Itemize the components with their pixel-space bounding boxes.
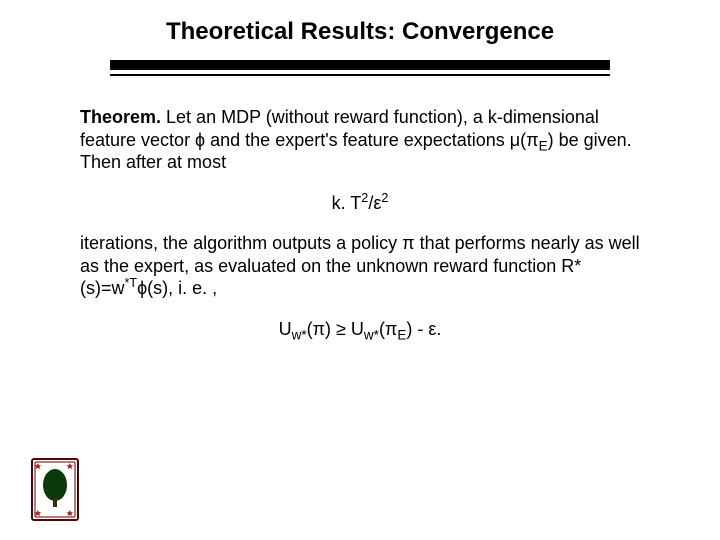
math-inequality: Uw*(π) ≥ Uw*(πE) - ε. xyxy=(80,300,640,359)
rule-thick xyxy=(110,60,610,70)
sup-starT: *T xyxy=(125,276,138,290)
math-kt: k. T xyxy=(332,193,362,213)
eq-pi-e-open: (π xyxy=(379,319,397,339)
slide: Theoretical Results: Convergence Theorem… xyxy=(0,0,720,540)
eq-u1: U xyxy=(279,319,292,339)
math-sup-2: 2 xyxy=(381,191,388,205)
page-title: Theoretical Results: Convergence xyxy=(0,0,720,46)
theorem-paragraph: Theorem. Let an MDP (without reward func… xyxy=(80,106,640,174)
content-block: Theorem. Let an MDP (without reward func… xyxy=(0,76,720,358)
conclusion-text-2: ϕ(s), i. e. , xyxy=(137,278,217,298)
conclusion-paragraph: iterations, the algorithm outputs a poli… xyxy=(80,232,640,300)
eq-sub-w2: w* xyxy=(364,327,379,342)
eq-geq: (π) ≥ U xyxy=(307,319,364,339)
eq-sub-w1: w* xyxy=(292,327,307,342)
stanford-logo xyxy=(30,457,80,522)
math-iterations: k. T2/ε2 xyxy=(80,174,640,233)
eq-close: ) - ε. xyxy=(406,319,441,339)
theorem-label: Theorem. xyxy=(80,107,161,127)
subscript-e: E xyxy=(539,138,548,153)
math-eps: /ε xyxy=(368,193,381,213)
title-underline xyxy=(110,60,610,76)
logo-svg xyxy=(30,457,80,522)
